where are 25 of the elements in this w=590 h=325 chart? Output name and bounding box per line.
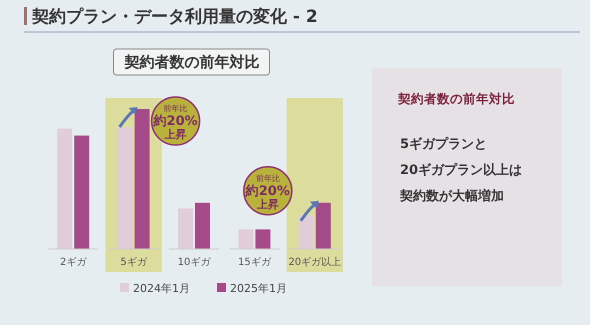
bar <box>178 208 193 249</box>
chart-title: 契約プラン・データ利用量の変化 - 2 <box>31 7 318 27</box>
x-tick-label: 5ギガ <box>120 256 148 268</box>
bar <box>195 202 210 249</box>
text: 5ギガプランと <box>400 136 488 152</box>
legend-label: 2025年1月 <box>230 282 287 295</box>
text: 契約者数の前年対比 <box>397 91 515 106</box>
text: 契約数が大幅増加 <box>399 188 504 204</box>
x-tick-label: 15ギガ <box>238 256 272 268</box>
annotation: 前年比約20%上昇 <box>152 104 198 141</box>
bar <box>238 229 254 249</box>
bar <box>118 127 133 249</box>
bar <box>316 202 331 249</box>
x-tick-label: 10ギガ <box>178 256 212 268</box>
bar <box>74 136 90 249</box>
legend-label: 2024年1月 <box>133 282 190 295</box>
bar <box>134 109 150 249</box>
annotation: 前年比約20%上昇 <box>244 174 290 211</box>
x-tick-label: 20ギガ以上 <box>288 256 342 268</box>
text: 20ギガプラン以上は <box>400 162 522 178</box>
chart-subtitle: 契約者数の前年対比 <box>124 53 260 71</box>
bar <box>255 229 270 249</box>
x-tick-label: 2ギガ <box>60 256 88 268</box>
bar <box>298 215 314 249</box>
bar <box>57 128 72 249</box>
